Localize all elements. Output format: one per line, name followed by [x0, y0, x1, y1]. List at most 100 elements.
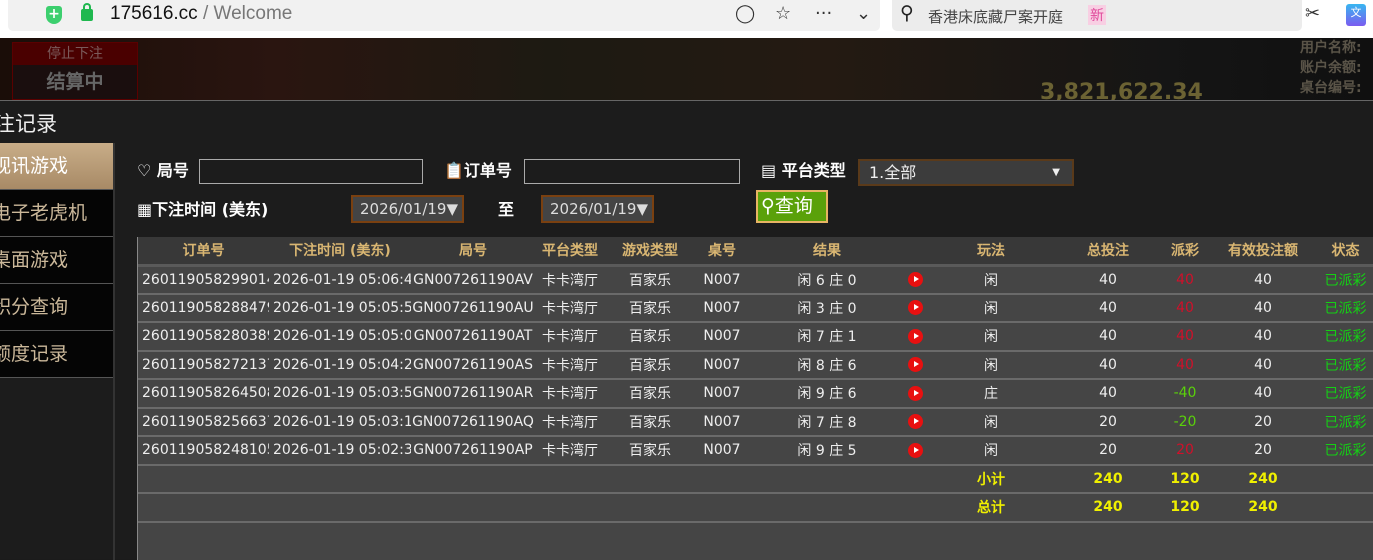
- platform-label: 平台类型: [781, 161, 846, 180]
- play-video-icon[interactable]: [907, 414, 923, 430]
- translate-icon[interactable]: 文: [1346, 4, 1366, 26]
- cell-order-no: 260119058288479: [138, 293, 269, 323]
- cell-valid-bet: 20: [1211, 407, 1315, 437]
- cell-platform: 卡卡湾厅: [535, 436, 605, 466]
- cell-table-no: N007: [695, 265, 749, 295]
- cell-order-no: 260119058256637: [138, 407, 269, 437]
- cell-payout: 40: [1159, 265, 1211, 295]
- cell-order-no: 260119058272137: [138, 350, 269, 380]
- cell-round-no: GN007261190AT: [411, 322, 535, 352]
- round-filter-label: ♡ 局号: [137, 157, 189, 181]
- subtotal-row: 小计 240 120 240: [138, 464, 1373, 494]
- cell-game-type: 百家乐: [605, 379, 695, 409]
- video-cell: [905, 407, 925, 437]
- cell-bet-type: 庄: [925, 379, 1057, 409]
- star-icon[interactable]: ☆: [775, 3, 792, 24]
- url-text[interactable]: 175616.cc / Welcome: [110, 3, 292, 25]
- play-video-icon[interactable]: [907, 272, 923, 287]
- cell-bet-time: 2026-01-19 05:05:08: [269, 322, 411, 352]
- sidebar-item-slots[interactable]: 电子老虎机: [0, 190, 113, 237]
- play-video-icon[interactable]: [907, 442, 923, 458]
- info-username: 用户名称:: [1300, 40, 1362, 56]
- cell-total-bet: 20: [1057, 436, 1159, 466]
- cell-order-no: 260119058248105: [138, 436, 269, 466]
- scissors-icon[interactable]: ✂: [1305, 3, 1321, 24]
- cell-result: 闲 6 庄 0: [749, 265, 905, 295]
- new-badge: 新: [1088, 5, 1106, 25]
- empty-cell: [1315, 464, 1373, 494]
- grand-total-row: 总计 240 120 240: [138, 493, 1373, 523]
- time-filter-label: ▦下注时间 (美东): [137, 196, 268, 220]
- search-box[interactable]: ⚲ 香港床底藏尸案开庭 新: [892, 0, 1302, 31]
- order-input[interactable]: [524, 159, 740, 184]
- empty-cell: [138, 493, 925, 523]
- cell-status: 已派彩: [1315, 293, 1373, 323]
- table-row: 260119058272137 2026-01-19 05:04:29 GN0072…: [138, 350, 1373, 380]
- lightbulb-icon[interactable]: ◯: [735, 3, 756, 24]
- table-row: 260119058264508 2026-01-19 05:03:51 GN0072…: [138, 379, 1373, 409]
- grand-total-row-payout: 120: [1159, 493, 1211, 523]
- cell-status: 已派彩: [1315, 436, 1373, 466]
- cell-result: 闲 3 庄 0: [749, 293, 905, 323]
- round-input[interactable]: [199, 159, 423, 184]
- sidebar-item-points[interactable]: 积分查询: [0, 284, 113, 331]
- sidebar-item-credit-record[interactable]: 额度记录: [0, 331, 113, 378]
- video-cell: [905, 293, 925, 323]
- cell-platform: 卡卡湾厅: [535, 379, 605, 409]
- sidebar: 视讯游戏 电子老虎机 桌面游戏 积分查询 额度记录: [0, 143, 113, 378]
- cell-order-no: 260119058280389: [138, 322, 269, 352]
- cell-valid-bet: 40: [1211, 265, 1315, 295]
- settling-label: 结算中: [46, 71, 104, 93]
- cell-bet-type: 闲: [925, 350, 1057, 380]
- cell-result: 闲 7 庄 8: [749, 407, 905, 437]
- date-from-select[interactable]: 2026/01/19▼: [351, 195, 464, 223]
- sidebar-item-live-games[interactable]: 视讯游戏: [0, 143, 113, 190]
- header-valid-bet: 有效投注额: [1211, 237, 1315, 267]
- cell-bet-type: 闲: [925, 322, 1057, 352]
- cell-table-no: N007: [695, 322, 749, 352]
- table-row: 260119058280389 2026-01-19 05:05:08 GN0072…: [138, 322, 1373, 352]
- grand-total-row-valid: 240: [1211, 493, 1315, 523]
- cell-result: 闲 8 庄 6: [749, 350, 905, 380]
- cell-valid-bet: 40: [1211, 379, 1315, 409]
- subtotal-row-valid: 240: [1211, 464, 1315, 494]
- cell-payout: 40: [1159, 350, 1211, 380]
- cell-table-no: N007: [695, 379, 749, 409]
- cell-bet-time: 2026-01-19 05:04:29: [269, 350, 411, 380]
- more-icon[interactable]: ···: [815, 3, 833, 24]
- shield-icon: +: [46, 6, 62, 24]
- table-row: 260119058248105 2026-01-19 05:02:37 GN0072…: [138, 436, 1373, 466]
- cell-bet-type: 闲: [925, 407, 1057, 437]
- header-bet-type: 玩法: [925, 237, 1057, 267]
- cell-game-type: 百家乐: [605, 265, 695, 295]
- play-video-icon[interactable]: [907, 357, 923, 373]
- play-video-icon[interactable]: [907, 300, 923, 316]
- server-icon: ▤: [761, 161, 782, 180]
- address-bar[interactable]: + 175616.cc / Welcome ◯ ☆ ··· ⌄: [8, 0, 880, 31]
- cell-platform: 卡卡湾厅: [535, 293, 605, 323]
- cell-table-no: N007: [695, 436, 749, 466]
- cell-bet-type: 闲: [925, 436, 1057, 466]
- cell-total-bet: 40: [1057, 350, 1159, 380]
- header-table-no: 桌号: [695, 237, 749, 267]
- cell-total-bet: 40: [1057, 379, 1159, 409]
- url-domain: 175616.cc: [110, 3, 198, 24]
- chevron-down-icon[interactable]: ⌄: [856, 3, 872, 24]
- header-game-type: 游戏类型: [605, 237, 695, 267]
- cell-payout: 20: [1159, 436, 1211, 466]
- query-button[interactable]: ⚲查询: [756, 190, 828, 223]
- sidebar-item-table-games[interactable]: 桌面游戏: [0, 237, 113, 284]
- platform-select[interactable]: 1.全部 ▼: [858, 159, 1074, 186]
- header-order-no: 订单号: [138, 237, 269, 267]
- browser-toolbar: + 175616.cc / Welcome ◯ ☆ ··· ⌄ ⚲ 香港床底藏尸…: [0, 0, 1373, 38]
- play-video-icon[interactable]: [907, 385, 923, 401]
- cell-payout: 40: [1159, 322, 1211, 352]
- video-cell: [905, 350, 925, 380]
- cell-bet-time: 2026-01-19 05:03:51: [269, 379, 411, 409]
- cell-bet-time: 2026-01-19 05:06:46: [269, 265, 411, 295]
- bet-record-table: 订单号 下注时间 (美东) 局号 平台类型 游戏类型 桌号 结果 玩法 总投注 派彩 有效投注额 状态…: [137, 237, 1373, 560]
- date-to-select[interactable]: 2026/01/19▼: [541, 195, 654, 223]
- cell-table-no: N007: [695, 293, 749, 323]
- play-video-icon[interactable]: [907, 328, 923, 344]
- cell-round-no: GN007261190AQ: [411, 407, 535, 437]
